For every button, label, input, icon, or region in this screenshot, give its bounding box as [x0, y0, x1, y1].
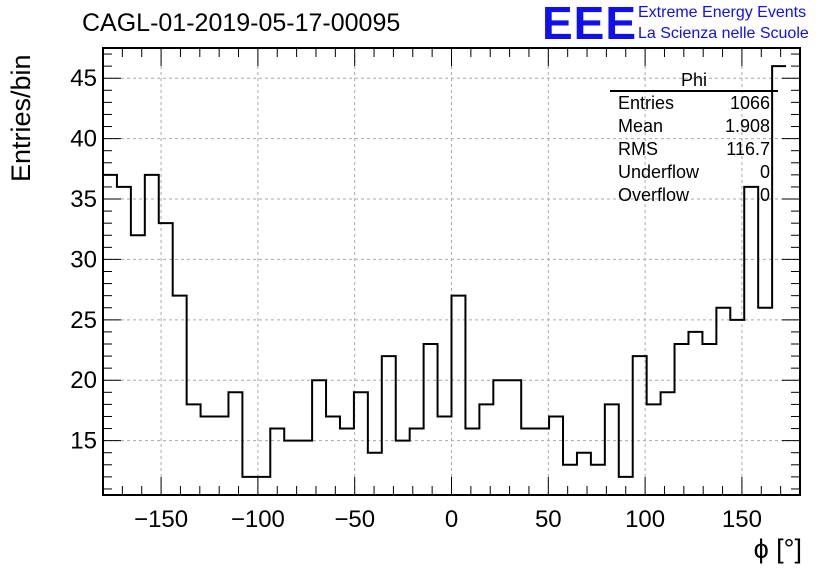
stats-row-rms: RMS 116.7	[610, 138, 778, 161]
stats-row-mean: Mean 1.908	[610, 115, 778, 138]
y-tick-label: 40	[70, 126, 97, 153]
logo-line-1: Extreme Energy Events	[638, 4, 807, 21]
stats-value: 0	[759, 162, 770, 182]
stats-row-overflow: Overflow 0	[610, 184, 778, 207]
stats-value: 1.908	[724, 116, 770, 136]
y-tick-label: 15	[70, 428, 97, 455]
x-tick-label: 100	[625, 506, 665, 533]
histogram-outline	[103, 65, 787, 478]
x-tick-label: −100	[231, 506, 285, 533]
stats-value: 1066	[729, 93, 770, 113]
y-tick-label: 30	[70, 246, 97, 273]
x-tick-label: −50	[334, 506, 375, 533]
stats-row-underflow: Underflow 0	[610, 161, 778, 184]
x-tick-label: −150	[134, 506, 188, 533]
stats-key: Entries	[618, 93, 675, 113]
x-tick-label: 50	[535, 506, 562, 533]
stats-row-entries: Entries 1066	[610, 92, 778, 115]
chart-title: CAGL-01-2019-05-17-00095	[82, 9, 401, 37]
x-tick-label: 150	[722, 506, 762, 533]
plot-frame	[102, 47, 801, 496]
y-tick-label: 25	[70, 307, 97, 334]
stats-title: Phi	[610, 70, 778, 92]
y-tick-label: 35	[70, 186, 97, 213]
y-axis-label: Entries/bin	[6, 54, 36, 182]
x-tick-label: 0	[445, 506, 458, 533]
stats-key: Overflow	[618, 185, 690, 205]
y-tick-label: 20	[70, 367, 97, 394]
stats-key: Underflow	[618, 162, 700, 182]
stats-box: Phi Entries 1066 Mean 1.908 RMS 116.7 Un…	[610, 70, 778, 207]
tick-labels: −150 −100 −50 0 50 100 150 15 20 25 30 35 40 45	[70, 65, 762, 533]
eee-logo: EEE	[542, 0, 638, 49]
y-tick-label: 45	[70, 65, 97, 92]
stats-key: RMS	[618, 139, 658, 159]
logo-line-2: La Scienza nelle Scuole	[638, 25, 809, 42]
axis-ticks	[102, 48, 801, 495]
x-axis-label: ϕ [°]	[753, 534, 802, 564]
stats-value: 0	[759, 185, 770, 205]
stats-value: 116.7	[726, 139, 770, 159]
stats-key: Mean	[618, 116, 664, 136]
